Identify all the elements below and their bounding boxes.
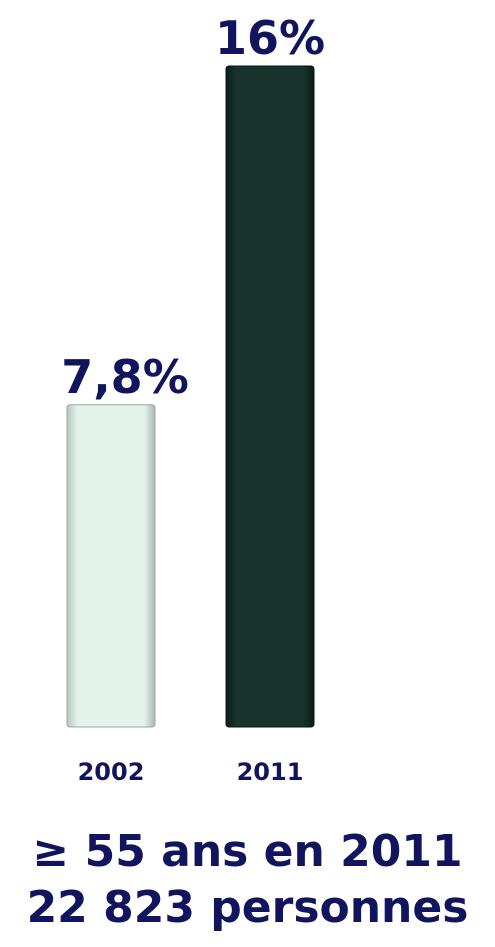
bar-chart: 7,8% 16% 2002 2011 — [61, 11, 325, 786]
value-label-2002: 7,8% — [61, 350, 189, 404]
category-label-2002: 2002 — [78, 758, 145, 786]
value-label-2011: 16% — [215, 11, 325, 65]
footer-age-text: ≥ 55 ans en 2011 — [32, 826, 463, 877]
bar-2011 — [225, 65, 315, 728]
bar-2002 — [66, 404, 156, 728]
category-label-2011: 2011 — [237, 758, 304, 786]
footer-count-text: 22 823 personnes — [26, 882, 469, 933]
